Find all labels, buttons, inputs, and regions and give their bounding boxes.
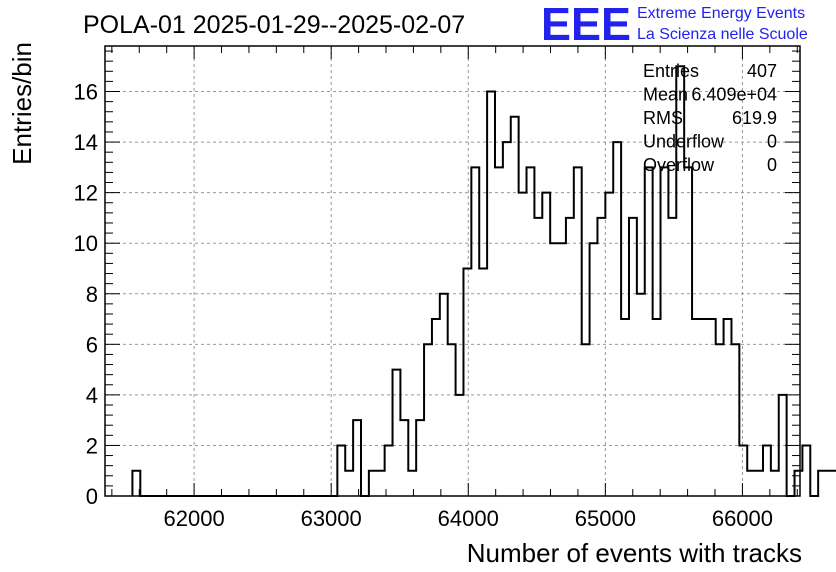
axis-ticks — [105, 46, 800, 497]
y-tick-label: 10 — [74, 231, 98, 256]
stats-label: Underflow — [643, 132, 725, 152]
histogram-line — [131, 65, 836, 497]
stats-label: RMS — [643, 108, 683, 128]
y-tick-label: 14 — [74, 130, 98, 155]
eee-logo-line1: Extreme Energy Events — [637, 5, 805, 22]
stats-value: 619.9 — [732, 108, 777, 128]
grid-lines — [105, 46, 800, 496]
eee-logo-line2: La Scienza nelle Scuole — [637, 26, 808, 43]
stats-value: 0 — [767, 132, 777, 152]
stats-value: 407 — [747, 61, 777, 81]
stats-label: Mean — [643, 85, 688, 105]
stats-value: 6.409e+04 — [691, 85, 777, 105]
plot-frame — [104, 45, 801, 497]
y-axis-label: Entries/bin — [7, 42, 37, 165]
y-tick-label: 12 — [74, 181, 98, 206]
y-tick-label: 0 — [86, 484, 98, 509]
y-tick-label: 4 — [86, 383, 98, 408]
x-tick-label: 64000 — [438, 506, 499, 531]
stats-label: Overflow — [643, 155, 715, 175]
y-tick-labels: 0 2 4 6 8 10 12 14 16 — [74, 80, 98, 509]
y-tick-label: 8 — [86, 282, 98, 307]
x-tick-label: 63000 — [301, 506, 362, 531]
x-tick-label: 66000 — [712, 506, 773, 531]
stats-box: Entries 407 Mean 6.409e+04 RMS 619.9 Underflow… — [643, 61, 777, 175]
y-tick-label: 16 — [74, 80, 98, 105]
x-tick-label: 62000 — [164, 506, 225, 531]
chart-title: POLA-01 2025-01-29--2025-02-07 — [83, 11, 465, 39]
stats-value: 0 — [767, 155, 777, 175]
y-tick-label: 2 — [86, 433, 98, 458]
y-tick-label: 6 — [86, 332, 98, 357]
x-tick-label: 65000 — [575, 506, 636, 531]
x-axis-label: Number of events with tracks — [467, 538, 802, 568]
x-tick-labels: 62000 63000 64000 65000 66000 — [164, 506, 774, 531]
stats-label: Entries — [643, 61, 699, 81]
eee-logo-letters: EEE — [541, 0, 631, 50]
